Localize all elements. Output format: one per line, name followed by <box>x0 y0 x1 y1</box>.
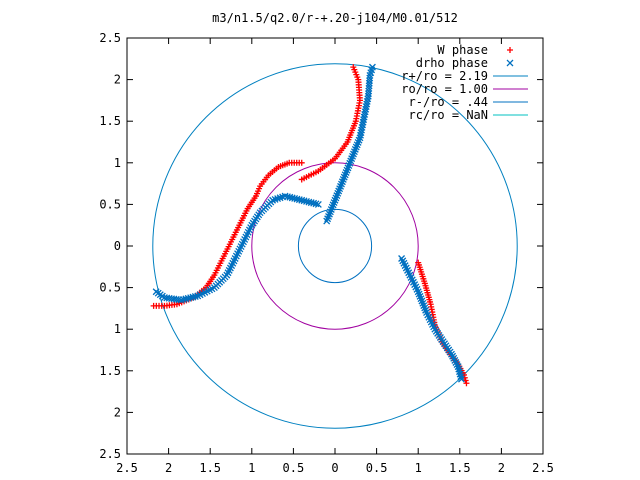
w-phase-point <box>350 64 357 71</box>
legend-label: rc/ro = NaN <box>409 108 488 122</box>
circle-r <box>152 63 518 429</box>
legend-label: r+/ro = 2.19 <box>401 69 488 83</box>
drho-phase-point <box>506 59 514 67</box>
x-tick-label: 2 <box>165 461 172 475</box>
w-phase-point <box>463 380 470 387</box>
w-phase-point <box>507 47 513 53</box>
axis-ticks: 2.5 2 1.5 1 0.5 0 0.5 1 1.5 2 2.52.521.510.500.511… <box>99 31 554 475</box>
drho-phase-point <box>163 294 171 302</box>
legend-label: ro/ro = 1.00 <box>401 82 488 96</box>
y-tick-label: 0 <box>114 239 121 253</box>
circle-r <box>251 162 419 330</box>
x-tick-label: 1 <box>248 461 255 475</box>
x-tick-label: 2.5 <box>532 461 554 475</box>
legend-label: drho phase <box>416 56 488 70</box>
x-tick-label: 1.5 <box>449 461 471 475</box>
circle-r <box>297 208 373 284</box>
x-tick-label: 0.5 <box>366 461 388 475</box>
y-tick-label: 2 <box>114 73 121 87</box>
drho-phase-point <box>368 63 376 71</box>
x-tick-label: 1 <box>415 461 422 475</box>
drho-phase-point <box>458 375 465 383</box>
x-tick-label: 2 <box>498 461 505 475</box>
x-tick-label: 0.5 <box>283 461 305 475</box>
y-tick-label: 1 <box>114 156 121 170</box>
x-tick-label: 1.5 <box>199 461 221 475</box>
y-tick-label: 1.5 <box>99 364 121 378</box>
y-tick-label: 1 <box>114 322 121 336</box>
drho-phase-point <box>152 288 160 296</box>
y-tick-label: 2.5 <box>99 447 121 461</box>
legend-label: W phase <box>437 43 488 57</box>
drho-phase-point <box>366 74 374 82</box>
x-tick-label: 0 <box>331 461 338 475</box>
legend-label: r-/ro = .44 <box>409 95 488 109</box>
x-tick-label: 2.5 <box>116 461 138 475</box>
y-tick-label: 0.5 <box>99 281 121 295</box>
y-tick-label: 2.5 <box>99 31 121 45</box>
chart-title: m3/n1.5/q2.0/r-+.20-j104/M0.01/512 <box>212 11 458 25</box>
y-tick-label: 0.5 <box>99 197 121 211</box>
data-points <box>150 47 514 387</box>
w-phase-point <box>150 302 157 309</box>
y-tick-label: 2 <box>114 405 121 419</box>
y-tick-label: 1.5 <box>99 114 121 128</box>
